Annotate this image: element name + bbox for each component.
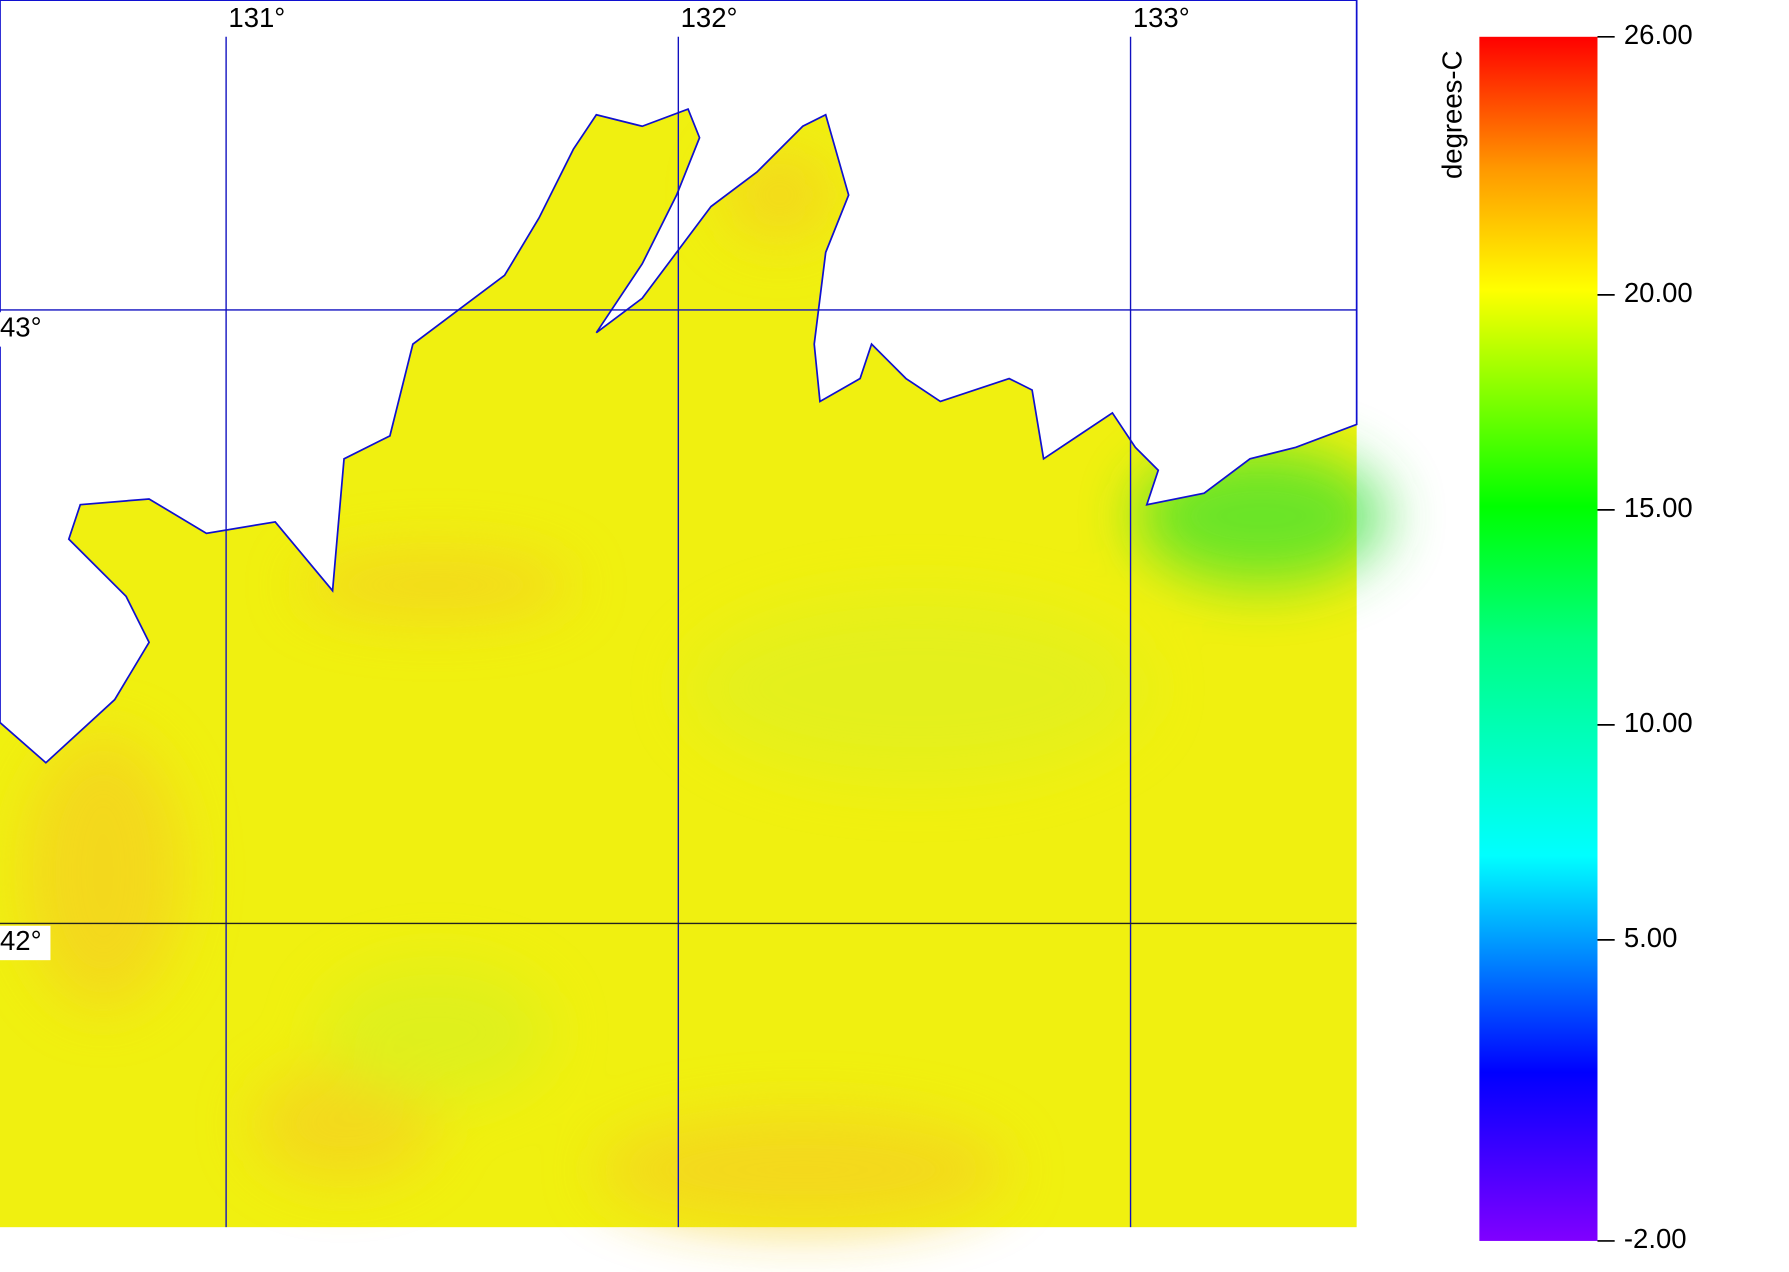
longitude-label: 131°: [228, 2, 285, 33]
colorbar-tick-label: 20.00: [1624, 277, 1693, 308]
colorbar-label: degrees-C: [1436, 51, 1467, 179]
land-coastline: [0, 0, 1358, 764]
longitude-label: 133°: [1133, 2, 1190, 33]
colorbar-tick-label: 5.00: [1624, 922, 1678, 953]
colorbar-tick-label: 15.00: [1624, 492, 1693, 523]
longitude-label: 132°: [681, 2, 738, 33]
colorbar-tick-label: 10.00: [1624, 707, 1693, 738]
colorbar-tick-label: -2.00: [1624, 1223, 1687, 1254]
latitude-label: 42°: [0, 925, 42, 956]
colorbar-tick-label: 26.00: [1624, 19, 1693, 50]
latitude-label-bg: [0, 925, 51, 961]
latitude-label-bg: [0, 312, 51, 347]
colorbar: [1479, 36, 1598, 1241]
latitude-label: 43°: [0, 312, 42, 343]
